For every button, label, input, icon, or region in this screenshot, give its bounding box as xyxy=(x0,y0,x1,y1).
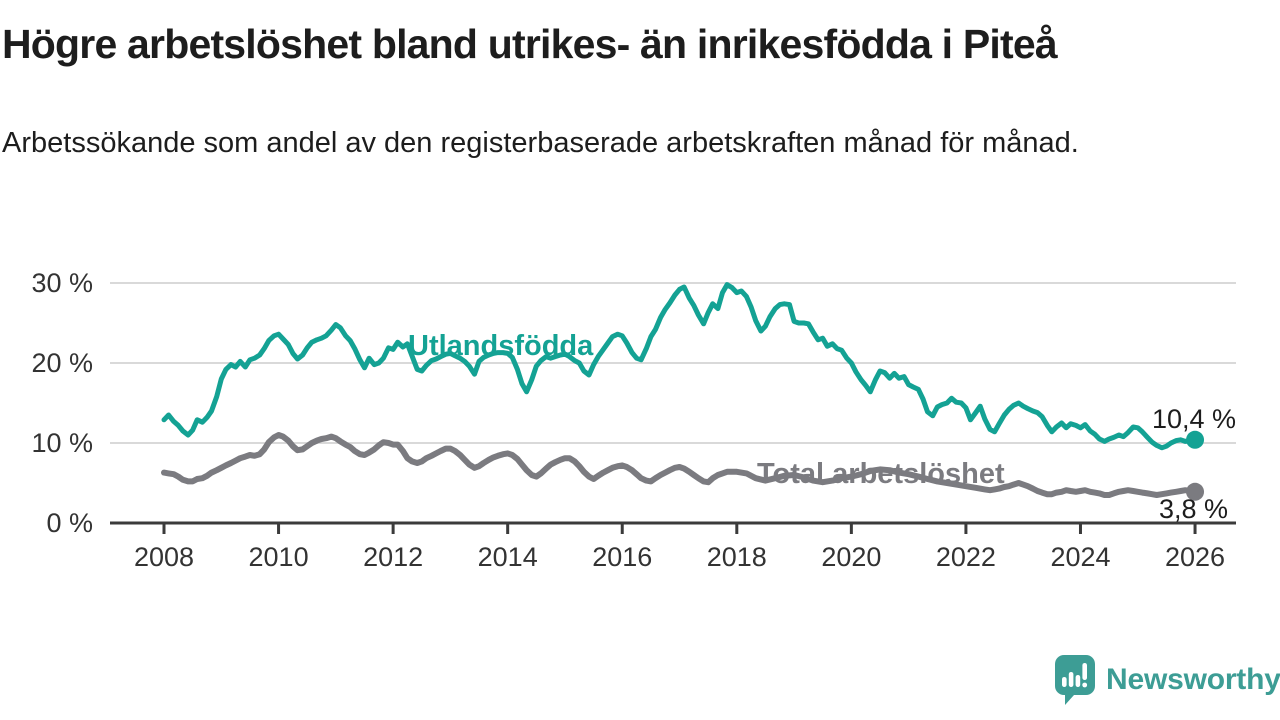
chart-title: Högre arbetslöshet bland utrikes- än inr… xyxy=(2,21,1058,67)
series-end-dot-utlandsfodda xyxy=(1186,430,1205,449)
series-label-total: Total arbetslöshet xyxy=(757,458,1005,490)
newsworthy-logo: Newsworthy xyxy=(1054,654,1280,705)
logo-bar-2 xyxy=(1068,672,1074,687)
newsworthy-logo-text: Newsworthy xyxy=(1106,662,1280,696)
x-axis-tick-label: 2010 xyxy=(249,542,309,572)
y-axis-tick-label: 20 % xyxy=(31,348,93,378)
x-axis-tick-label: 2022 xyxy=(936,542,996,572)
series-line-total xyxy=(161,432,1198,498)
line-chart: 0 % 10 % 20 % 30 % 2008 2010 2012 2014 2016 2018 2… xyxy=(31,268,1236,572)
series-end-value-total: 3,8 % xyxy=(1159,494,1228,524)
x-axis-tick-label: 2014 xyxy=(478,542,538,572)
logo-exclamation-bar xyxy=(1082,663,1087,680)
x-axis-tick-label: 2012 xyxy=(363,542,423,572)
x-axis-tick-label: 2016 xyxy=(592,542,652,572)
y-axis-tick-label: 10 % xyxy=(31,428,93,458)
series-end-dot-total xyxy=(1186,482,1205,501)
chart-subtitle: Arbetssökande som andel av den registerb… xyxy=(2,127,1079,159)
series-line-utlandsfodda xyxy=(161,282,1198,451)
logo-exclamation-dot xyxy=(1082,682,1088,688)
x-axis-tick-label: 2018 xyxy=(707,542,767,572)
logo-bar-3 xyxy=(1075,675,1081,687)
y-axis-tick-label: 0 % xyxy=(46,508,93,538)
x-axis-tick-label: 2008 xyxy=(134,542,194,572)
newsworthy-logo-icon xyxy=(1055,655,1095,705)
series-end-value-utlandsfodda: 10,4 % xyxy=(1152,404,1236,434)
y-axis-tick-label: 30 % xyxy=(31,268,93,298)
series-label-utlandsfodda: Utlandsfödda xyxy=(408,330,594,362)
logo-bar-1 xyxy=(1062,677,1067,687)
x-axis-tick-label: 2020 xyxy=(821,542,881,572)
x-axis-tick-label: 2026 xyxy=(1165,542,1225,572)
speech-bubble-shape xyxy=(1055,655,1095,705)
x-axis-tick-label: 2024 xyxy=(1050,542,1110,572)
